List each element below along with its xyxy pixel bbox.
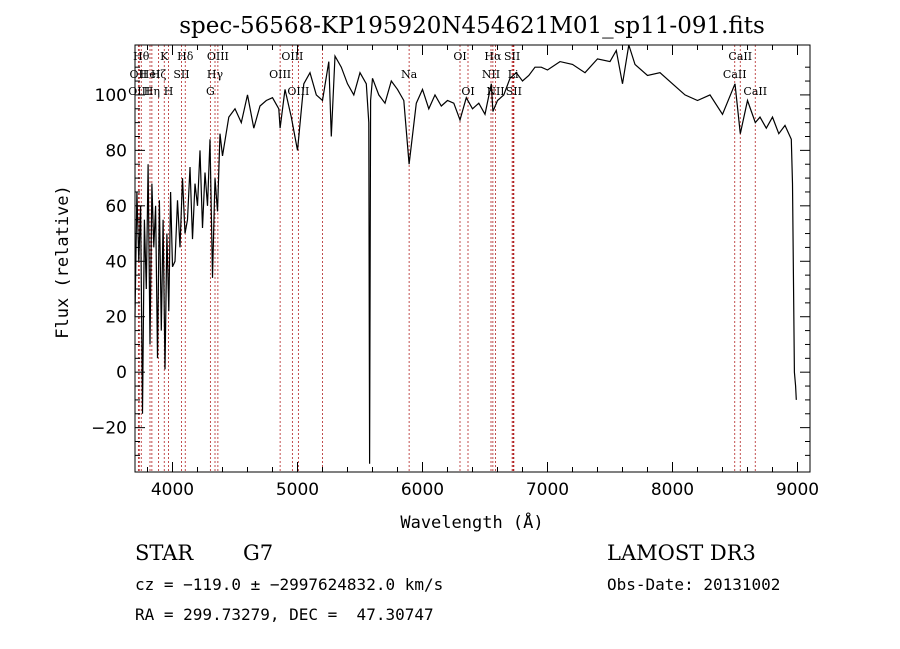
x-tick-label: 8000 <box>651 480 694 500</box>
chart-title: spec-56568-KP195920N454621M01_sp11-091.f… <box>179 13 765 39</box>
object-subclass-label: G7 <box>243 541 273 565</box>
x-tick-label: 5000 <box>276 480 319 500</box>
y-axis-label: Flux (relative) <box>53 185 73 339</box>
coordinates-text: RA = 299.73279, DEC = 47.30747 <box>135 605 434 624</box>
spectral-line-label: HeI <box>140 68 160 81</box>
spectral-line-label: SII <box>173 68 189 81</box>
redshift-text: cz = −119.0 ± −2997624832.0 km/s <box>135 575 443 594</box>
spectral-line-labels: Hθ OII OIII HeI Hη Hζ K H SII Hδ G Hγ OIII OIII OIII OI… <box>128 50 767 98</box>
spectral-line-label: OIII <box>207 50 229 63</box>
y-tick-label: −20 <box>91 419 127 439</box>
plot-area: Hθ OII OIII HeI Hη Hζ K H SII Hδ G Hγ OIII OIII OIII OI… <box>91 44 819 500</box>
spectral-line-label: SII <box>504 50 520 63</box>
spectral-line-label: OIII <box>287 85 309 98</box>
spectrum-line <box>134 44 797 464</box>
y-axis-ticks: −20 0 20 40 60 80 100 <box>91 66 810 456</box>
x-axis-label: Wavelength (Å) <box>400 511 543 533</box>
x-tick-label: 9000 <box>776 480 819 500</box>
spectral-line-label: OIII <box>281 50 303 63</box>
spectral-line-markers <box>137 45 756 472</box>
spectral-line-label: NII <box>486 85 504 98</box>
spectral-line-label: NII <box>482 68 500 81</box>
spectral-line-label: OI <box>453 50 466 63</box>
spectral-line-label: Hζ <box>151 68 167 81</box>
y-tick-label: 0 <box>116 363 127 383</box>
y-tick-label: 60 <box>105 197 127 217</box>
spectral-line-label: K <box>160 50 169 63</box>
spectral-line-label: OI <box>461 85 474 98</box>
spectral-line-label: CaII <box>728 50 752 63</box>
spectral-line-label: Li <box>508 68 519 81</box>
survey-label: LAMOST DR3 <box>607 541 756 565</box>
x-axis-ticks: 4000 5000 6000 7000 8000 9000 <box>147 45 819 500</box>
spectral-line-label: Na <box>401 68 418 81</box>
x-tick-label: 7000 <box>526 480 569 500</box>
spectral-line-label: H <box>164 85 174 98</box>
spectral-line-label: Hη <box>144 85 160 98</box>
y-tick-label: 100 <box>95 86 127 106</box>
object-class-label: STAR <box>135 541 194 565</box>
y-tick-label: 80 <box>105 141 127 161</box>
spectral-line-label: SII <box>506 85 522 98</box>
x-tick-label: 4000 <box>151 480 194 500</box>
y-tick-label: 20 <box>105 308 127 328</box>
spectral-line-label: OIII <box>269 68 291 81</box>
spectral-line-label: Hα <box>484 50 502 63</box>
y-tick-label: 40 <box>105 252 127 272</box>
spectral-line-label: CaII <box>723 68 747 81</box>
spectral-line-label: Hδ <box>177 50 194 63</box>
obs-date-text: Obs-Date: 20131002 <box>607 575 780 594</box>
spectral-line-label: G <box>206 85 215 98</box>
spectral-line-label: Hγ <box>207 68 224 81</box>
x-tick-label: 6000 <box>401 480 444 500</box>
spectral-line-label: OII <box>130 68 148 81</box>
spectral-line-label: CaII <box>743 85 767 98</box>
spectral-line-label: Hθ <box>133 50 150 63</box>
